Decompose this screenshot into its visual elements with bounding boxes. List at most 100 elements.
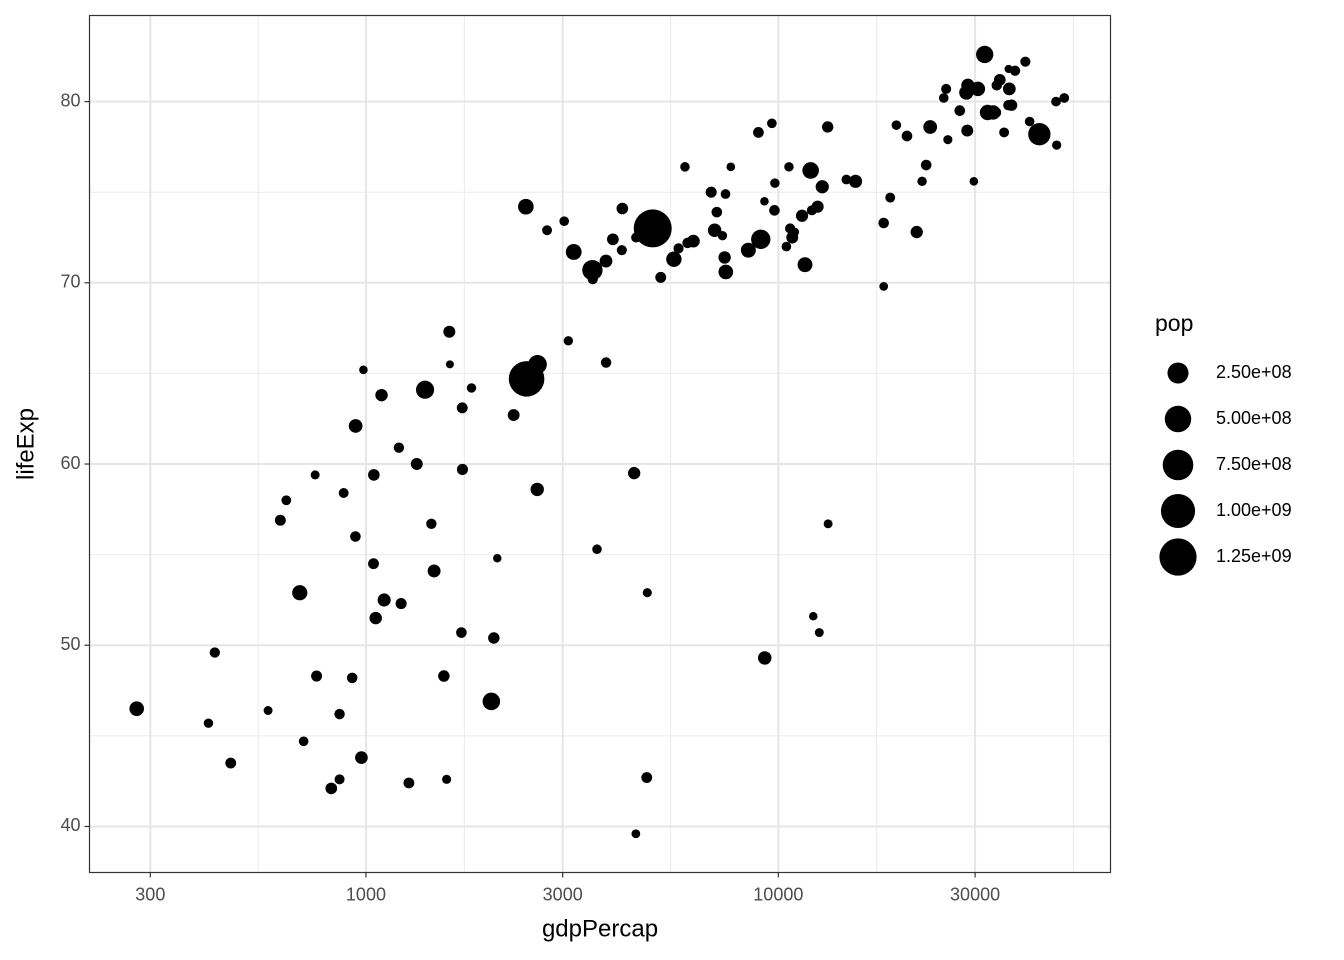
- point: [795, 209, 809, 222]
- point: [445, 360, 454, 369]
- point: [767, 118, 777, 129]
- point: [707, 223, 722, 237]
- y-axis-label: lifeExp: [12, 408, 39, 480]
- point: [542, 225, 553, 236]
- point: [823, 519, 833, 529]
- legend-key: [1167, 362, 1189, 384]
- point: [841, 174, 852, 185]
- point: [325, 782, 338, 795]
- point: [456, 402, 468, 414]
- point: [592, 544, 602, 554]
- point: [631, 232, 642, 243]
- y-tick-label: 80: [60, 90, 80, 110]
- point: [920, 159, 932, 171]
- point: [809, 612, 818, 621]
- point: [760, 196, 769, 206]
- point: [415, 380, 435, 399]
- point: [711, 206, 723, 218]
- point: [891, 120, 902, 130]
- point: [377, 593, 391, 607]
- point: [848, 174, 863, 188]
- point: [403, 777, 415, 789]
- point: [582, 259, 603, 281]
- point: [263, 706, 273, 715]
- point: [758, 651, 772, 665]
- point: [878, 217, 889, 229]
- point: [815, 180, 829, 194]
- point: [961, 124, 974, 137]
- point: [642, 588, 652, 598]
- point: [811, 200, 824, 213]
- point: [885, 192, 896, 203]
- point: [298, 736, 309, 747]
- point: [1005, 99, 1018, 111]
- point: [628, 466, 641, 480]
- point: [375, 388, 388, 402]
- point: [311, 670, 323, 682]
- point: [518, 198, 534, 215]
- point: [784, 162, 794, 172]
- point: [426, 518, 437, 529]
- point: [941, 83, 952, 94]
- point: [1009, 65, 1021, 76]
- legend: pop 2.50e+08 5.00e+08 7.50e+08 1.00e+09 1.25…: [1155, 310, 1292, 576]
- point: [443, 325, 456, 338]
- point: [281, 495, 292, 506]
- legend-label: 2.50e+08: [1216, 362, 1292, 382]
- x-tick-label: 300: [135, 884, 165, 904]
- legend-key: [1160, 493, 1196, 529]
- point: [781, 241, 792, 252]
- point: [740, 242, 756, 258]
- point: [976, 45, 994, 64]
- point: [969, 177, 979, 186]
- point: [917, 176, 927, 187]
- point: [641, 772, 653, 783]
- point: [753, 127, 764, 138]
- point: [718, 264, 734, 280]
- point: [530, 482, 544, 497]
- legend-label: 1.25e+09: [1216, 546, 1292, 566]
- point: [292, 585, 308, 601]
- point: [466, 383, 477, 393]
- point: [1051, 96, 1061, 107]
- point: [410, 458, 423, 470]
- point: [338, 488, 349, 498]
- point: [355, 751, 368, 764]
- point: [203, 718, 214, 728]
- point: [488, 632, 500, 644]
- point: [395, 598, 407, 610]
- point: [350, 531, 361, 542]
- point: [991, 80, 1002, 91]
- points: [129, 45, 1070, 839]
- point: [802, 162, 819, 179]
- axes: 40 50 60 70 80 300 1000 3000 10000 30000: [60, 90, 1000, 904]
- point: [565, 244, 582, 260]
- point: [559, 216, 570, 226]
- point: [705, 186, 717, 198]
- legend-key: [1164, 405, 1192, 433]
- point: [334, 708, 345, 720]
- point: [359, 365, 368, 375]
- point: [607, 233, 619, 246]
- point: [769, 205, 780, 216]
- point: [910, 225, 923, 239]
- point: [129, 701, 145, 716]
- x-tick-label: 1000: [346, 884, 386, 904]
- point: [680, 162, 690, 172]
- point: [427, 564, 441, 578]
- point: [442, 774, 452, 784]
- legend-title: pop: [1155, 310, 1193, 336]
- legend-key: [1159, 538, 1197, 576]
- point: [943, 135, 953, 145]
- point: [631, 829, 641, 839]
- point: [274, 514, 286, 526]
- point: [720, 189, 731, 199]
- point: [1059, 93, 1070, 103]
- point: [879, 282, 889, 291]
- point: [770, 178, 780, 188]
- point: [507, 409, 520, 422]
- point: [616, 245, 627, 256]
- point: [209, 647, 220, 658]
- point: [368, 469, 380, 481]
- point: [225, 757, 237, 769]
